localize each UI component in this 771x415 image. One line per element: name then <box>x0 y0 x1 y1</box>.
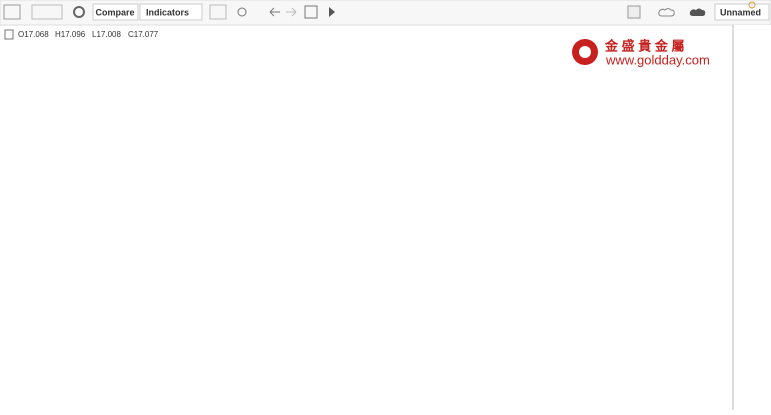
legend-low: L17.008 <box>92 30 121 39</box>
chart-style-button[interactable] <box>31 4 63 20</box>
logo-url: www.goldday.com <box>605 52 710 67</box>
compare-button[interactable] <box>92 3 139 21</box>
legend-open: O17.068 <box>18 30 49 39</box>
replay-button[interactable] <box>329 7 335 17</box>
legend-high: H17.096 <box>55 30 86 39</box>
fullscreen-button[interactable] <box>304 5 318 19</box>
templates-button[interactable] <box>209 4 227 20</box>
legend-icon <box>4 29 14 40</box>
logo-icon-inner <box>579 46 591 58</box>
cloud-save-button[interactable] <box>689 8 706 17</box>
price-axis <box>733 25 771 410</box>
indicators-label: Indicators <box>146 7 189 17</box>
redo-button[interactable] <box>286 7 297 17</box>
symbol-button[interactable] <box>3 4 21 20</box>
cloud-load-button[interactable] <box>658 8 675 17</box>
compare-label: Compare <box>95 7 134 17</box>
undo-button[interactable] <box>269 7 280 17</box>
legend-close: C17.077 <box>128 30 159 39</box>
alert-button[interactable] <box>237 7 247 17</box>
layout-button[interactable] <box>714 3 770 21</box>
color-button[interactable] <box>627 5 641 19</box>
alert-indicator <box>748 1 756 9</box>
settings-button[interactable] <box>73 6 85 18</box>
layout-name: Unnamed <box>720 7 761 17</box>
logo-name: 金 盛 貴 金 屬 <box>604 38 684 53</box>
indicators-button[interactable] <box>139 3 203 21</box>
